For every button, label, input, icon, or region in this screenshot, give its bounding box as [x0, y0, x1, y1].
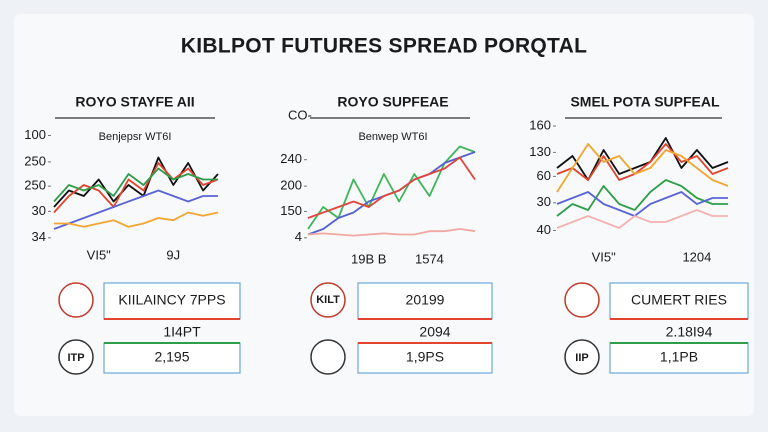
x-tick-label: VI5" — [87, 247, 112, 262]
page-title: KIBLPOT FUTURES SPREAD PORQTAL — [181, 35, 587, 58]
x-tick-label: 19B B — [351, 251, 386, 266]
series-line — [556, 191, 728, 217]
y-tick-label: 40 — [537, 222, 551, 237]
card-text: 1,9PS — [406, 349, 444, 365]
y-tick-label: 250 — [24, 153, 46, 168]
series-line — [307, 228, 476, 237]
card-text: KIILAINCY 7PPS — [118, 292, 225, 308]
y-tick-label: 60 — [537, 168, 551, 183]
x-tick-label: 1204 — [682, 249, 711, 264]
y-tick-label: 240 — [280, 151, 302, 166]
card-caption: 2.18I94 — [666, 324, 713, 340]
chart-subtitle: Benwep WT6I — [358, 131, 427, 143]
card-icon — [58, 282, 94, 318]
card-icon — [564, 339, 600, 375]
card-text: 1,1PB — [660, 349, 698, 365]
series-line — [556, 143, 729, 193]
chart-title: SMEL POTA SUPFEAL — [570, 94, 720, 110]
chart-title: ROYO STAYFE AII — [75, 94, 194, 110]
card-icon — [58, 339, 94, 375]
card-caption: 2094 — [419, 324, 450, 340]
series-line — [556, 209, 728, 229]
series-line — [307, 156, 476, 219]
card-box — [609, 342, 749, 374]
y-tick-label: 130 — [529, 144, 551, 159]
series-line — [556, 179, 728, 217]
card-text: 20199 — [406, 292, 445, 308]
card-icon — [564, 282, 600, 318]
series-line — [53, 189, 218, 230]
icon-label: ITP — [67, 352, 84, 364]
x-tick-label: 1574 — [415, 251, 444, 266]
series-line — [307, 145, 476, 230]
y-tick-label: 30 — [537, 194, 551, 209]
y-tick-label: 100 — [24, 127, 46, 142]
icon-label: IIP — [575, 352, 588, 364]
card-box — [103, 342, 241, 374]
card-box — [357, 342, 493, 374]
y-tick-label: 30 — [32, 203, 46, 218]
x-tick-label: 9J — [166, 247, 180, 262]
series-line — [53, 162, 219, 214]
card-text: CUMERT RIES — [631, 292, 727, 308]
y-tick-label: 250 — [24, 178, 46, 193]
chart-subtitle: Benjepsr WT6I — [99, 131, 172, 143]
series-line — [53, 167, 218, 203]
series-line — [556, 137, 729, 181]
y-tick-label: 200 — [280, 178, 302, 193]
y-tick-label: 34 — [32, 229, 46, 244]
card-caption: 1I4PT — [163, 324, 201, 340]
series-line — [54, 211, 219, 228]
y-tick-label: 150 — [280, 203, 302, 218]
series-line — [556, 143, 729, 181]
annotation: CO- — [288, 107, 312, 122]
card-text: 2,195 — [154, 349, 189, 365]
y-tick-label: 160 — [529, 117, 551, 132]
chart-title: ROYO SUPFEAE — [337, 94, 448, 110]
card-icon — [310, 282, 346, 318]
icon-label: KILT — [316, 294, 340, 306]
y-tick-label: 4 — [295, 229, 302, 244]
card-icon — [310, 339, 346, 375]
x-tick-label: VI5" — [592, 249, 617, 264]
series-line — [53, 156, 219, 208]
